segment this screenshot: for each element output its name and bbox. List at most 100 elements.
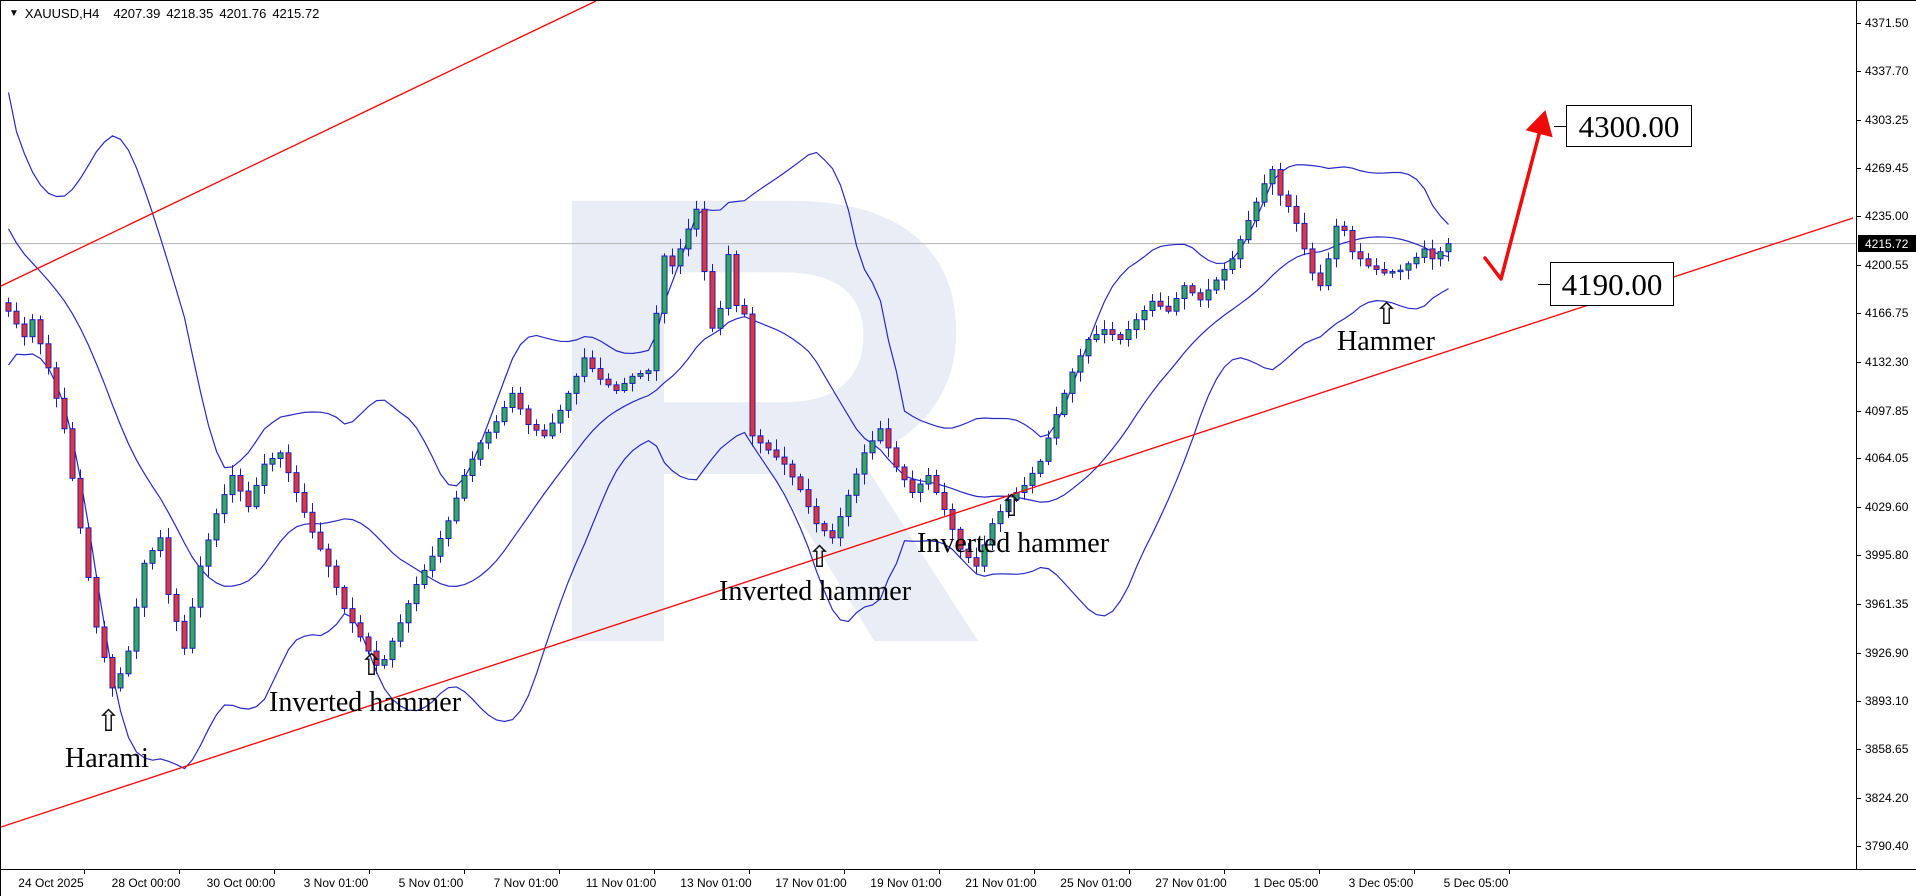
candle-body: [37, 319, 44, 345]
candle-body: [1069, 371, 1076, 394]
candle-body: [741, 305, 748, 315]
bollinger-middle-band[interactable]: [7, 228, 1449, 587]
candle-body: [13, 310, 20, 325]
candle-body: [533, 424, 540, 431]
candle-body: [261, 463, 268, 486]
candle-body: [965, 548, 972, 559]
candle-body: [845, 494, 852, 518]
price-chart-canvas[interactable]: R: [1, 1, 1856, 869]
candle-body: [45, 343, 52, 369]
price-tick-mark: [1857, 216, 1861, 218]
candle-body: [285, 452, 292, 474]
price-tick-mark: [1857, 265, 1861, 267]
candle-body: [453, 497, 460, 522]
price-tick-label: 3790.40: [1865, 838, 1909, 853]
price-tick-mark: [1857, 410, 1861, 412]
candle-body: [317, 531, 324, 550]
price-tick-label: 3926.90: [1865, 645, 1909, 660]
bollinger-upper-band[interactable]: [7, 92, 1449, 487]
up-arrow-icon[interactable]: ⇧: [96, 704, 122, 739]
price-target-label-4190.00[interactable]: 4190.00: [1538, 262, 1674, 306]
pattern-label-hammer[interactable]: Hammer: [1337, 326, 1435, 357]
candle-body: [1373, 265, 1380, 270]
candle-body: [1005, 499, 1012, 513]
upper-channel-line[interactable]: [1, 1, 597, 287]
candle-body: [373, 650, 380, 666]
price-tick-mark: [1857, 603, 1861, 605]
candle-body: [661, 255, 668, 314]
time-tick-mark: [844, 870, 845, 874]
pattern-label-inverted-hammer[interactable]: Inverted hammer: [269, 687, 462, 718]
candle-body: [1381, 268, 1388, 274]
price-tick-mark: [1857, 312, 1861, 314]
time-tick-mark: [369, 870, 370, 874]
pattern-label-inverted-hammer[interactable]: Inverted hammer: [917, 528, 1110, 559]
pattern-label-harami[interactable]: Harami: [65, 743, 149, 774]
candle-body: [677, 248, 684, 267]
candle-body: [1317, 272, 1324, 287]
candle-body: [909, 479, 916, 493]
time-tick-label: 3 Dec 05:00: [1348, 876, 1414, 890]
time-tick-mark: [1414, 870, 1415, 874]
candle-body: [1437, 251, 1444, 260]
price-target-label-4300.00[interactable]: 4300.00: [1554, 105, 1692, 147]
candle-body: [1037, 460, 1044, 474]
candle-body: [933, 474, 940, 493]
price-tick-mark: [1857, 507, 1861, 509]
candle-body: [293, 472, 300, 493]
candle-body: [1389, 271, 1396, 274]
candle-body: [141, 562, 148, 608]
time-tick-mark: [749, 870, 750, 874]
candle-body: [605, 378, 612, 386]
time-tick-label: 28 Oct 00:00: [111, 876, 181, 890]
time-tick-label: 19 Nov 01:00: [870, 876, 942, 890]
candle-body: [181, 620, 188, 649]
candle-body: [645, 370, 652, 375]
candle-body: [117, 673, 124, 689]
time-tick-label: 3 Nov 01:00: [303, 876, 369, 890]
candle-body: [125, 650, 132, 675]
price-tick-label: 3824.20: [1865, 791, 1909, 806]
up-arrow-icon[interactable]: ⇧: [999, 489, 1025, 524]
pattern-label-inverted-hammer[interactable]: Inverted hammer: [719, 576, 912, 607]
time-tick-mark: [464, 870, 465, 874]
up-arrow-icon[interactable]: ⇧: [359, 648, 385, 683]
time-tick-mark: [1034, 870, 1035, 874]
candle-body: [789, 463, 796, 478]
price-tick-mark: [1857, 361, 1861, 363]
candle-body: [205, 539, 212, 567]
candle-body: [1357, 251, 1364, 260]
time-tick-label: 1 Dec 05:00: [1253, 876, 1319, 890]
up-arrow-icon[interactable]: ⇧: [807, 540, 833, 575]
time-tick-label: 13 Nov 01:00: [680, 876, 752, 890]
projection-arrow[interactable]: [1483, 110, 1553, 281]
one-click-trading-dropdown-icon[interactable]: ▼: [9, 8, 19, 19]
candle-body: [1397, 269, 1404, 273]
time-tick-label: 30 Oct 00:00: [206, 876, 276, 890]
candle-body: [917, 483, 924, 493]
candle-body: [1189, 285, 1196, 294]
price-tick-mark: [1857, 749, 1861, 751]
candle-body: [1181, 285, 1188, 299]
lower-channel-line[interactable]: [1, 217, 1854, 828]
bollinger-lower-band[interactable]: [8, 288, 1449, 770]
candle-body: [1269, 169, 1276, 185]
up-arrow-icon[interactable]: ⇧: [1374, 297, 1400, 332]
candle-body: [1365, 258, 1372, 267]
ohlc-high-value: 4218.35: [166, 6, 214, 21]
price-tick-label: 4029.60: [1865, 500, 1909, 515]
price-axis[interactable]: 4371.50 4337.70 4303.25 4269.45 4235.00 4200.…: [1856, 1, 1916, 869]
price-tick-label: 3995.80: [1865, 548, 1909, 563]
candle-body: [1413, 256, 1420, 265]
candle-body: [941, 491, 948, 510]
time-axis[interactable]: 24 Oct 2025 28 Oct 00:00 30 Oct 00:00 3 Nov…: [1, 869, 1916, 896]
time-tick-label: 7 Nov 01:00: [493, 876, 559, 890]
price-tick-label: 3893.10: [1865, 693, 1909, 708]
candle-body: [1261, 183, 1268, 203]
candle-body: [437, 538, 444, 557]
candle-body: [877, 428, 884, 442]
candle-body: [1229, 258, 1236, 270]
candle-body: [349, 608, 356, 624]
candle-body: [269, 457, 276, 465]
candle-body: [189, 606, 196, 649]
